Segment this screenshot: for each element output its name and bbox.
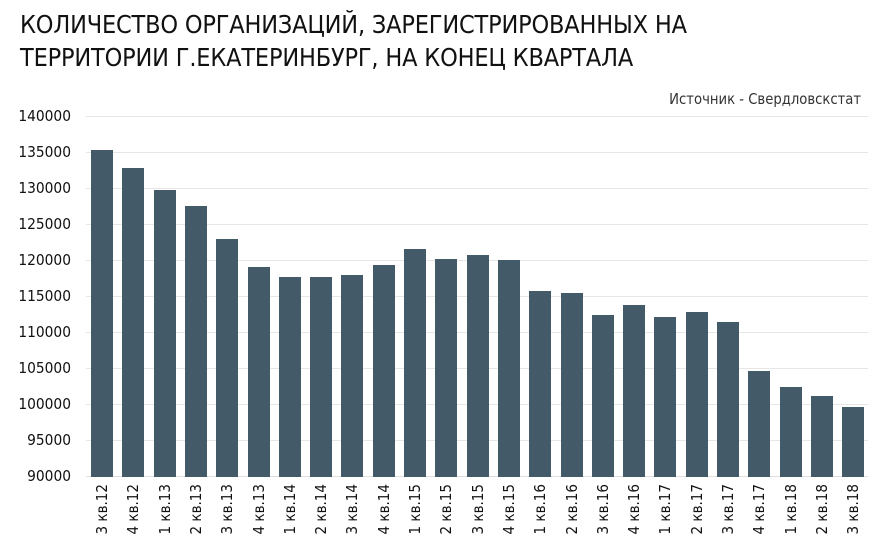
gridline [86,152,868,153]
bar [91,149,113,477]
bar [248,267,270,477]
bar [623,304,645,477]
y-tick-label: 100000 [18,395,71,413]
bar [216,239,238,477]
chart-title: КОЛИЧЕСТВО ОРГАНИЗАЦИЙ, ЗАРЕГИСТРИРОВАНН… [20,8,794,74]
bar [185,206,207,477]
bar [373,265,395,477]
bar [498,260,520,477]
bar [310,277,332,477]
bar [404,249,426,477]
bar [279,277,301,477]
y-tick-label: 130000 [18,179,71,197]
bar [529,290,551,477]
source-note: Источник - Свердловскстат [669,90,861,108]
chart-title-line-2: ТЕРРИТОРИИ Г.ЕКАТЕРИНБУРГ, НА КОНЕЦ КВАР… [20,43,634,72]
bar [341,275,363,477]
bar [435,259,457,477]
bar [842,406,864,477]
gridline [86,116,868,117]
y-tick-label: 90000 [27,467,72,485]
y-tick-label: 110000 [18,323,71,341]
y-tick-label: 135000 [18,143,71,161]
gridline [86,188,868,189]
y-tick-label: 125000 [18,215,71,233]
bar [717,321,739,477]
bar [122,167,144,477]
bar [686,311,708,477]
bar [467,254,489,477]
y-tick-label: 95000 [27,431,72,449]
bar [561,293,583,477]
chart-title-line-1: КОЛИЧЕСТВО ОРГАНИЗАЦИЙ, ЗАРЕГИСТРИРОВАНН… [20,10,687,39]
y-tick-label: 115000 [18,287,71,305]
y-tick-label: 105000 [18,359,71,377]
y-tick-label: 120000 [18,251,71,269]
bar [654,316,676,477]
y-tick-label: 140000 [18,107,71,125]
gridline [86,224,868,225]
bar [811,396,833,477]
bar [154,190,176,477]
bar [748,370,770,477]
bar [780,386,802,477]
bar [592,314,614,477]
